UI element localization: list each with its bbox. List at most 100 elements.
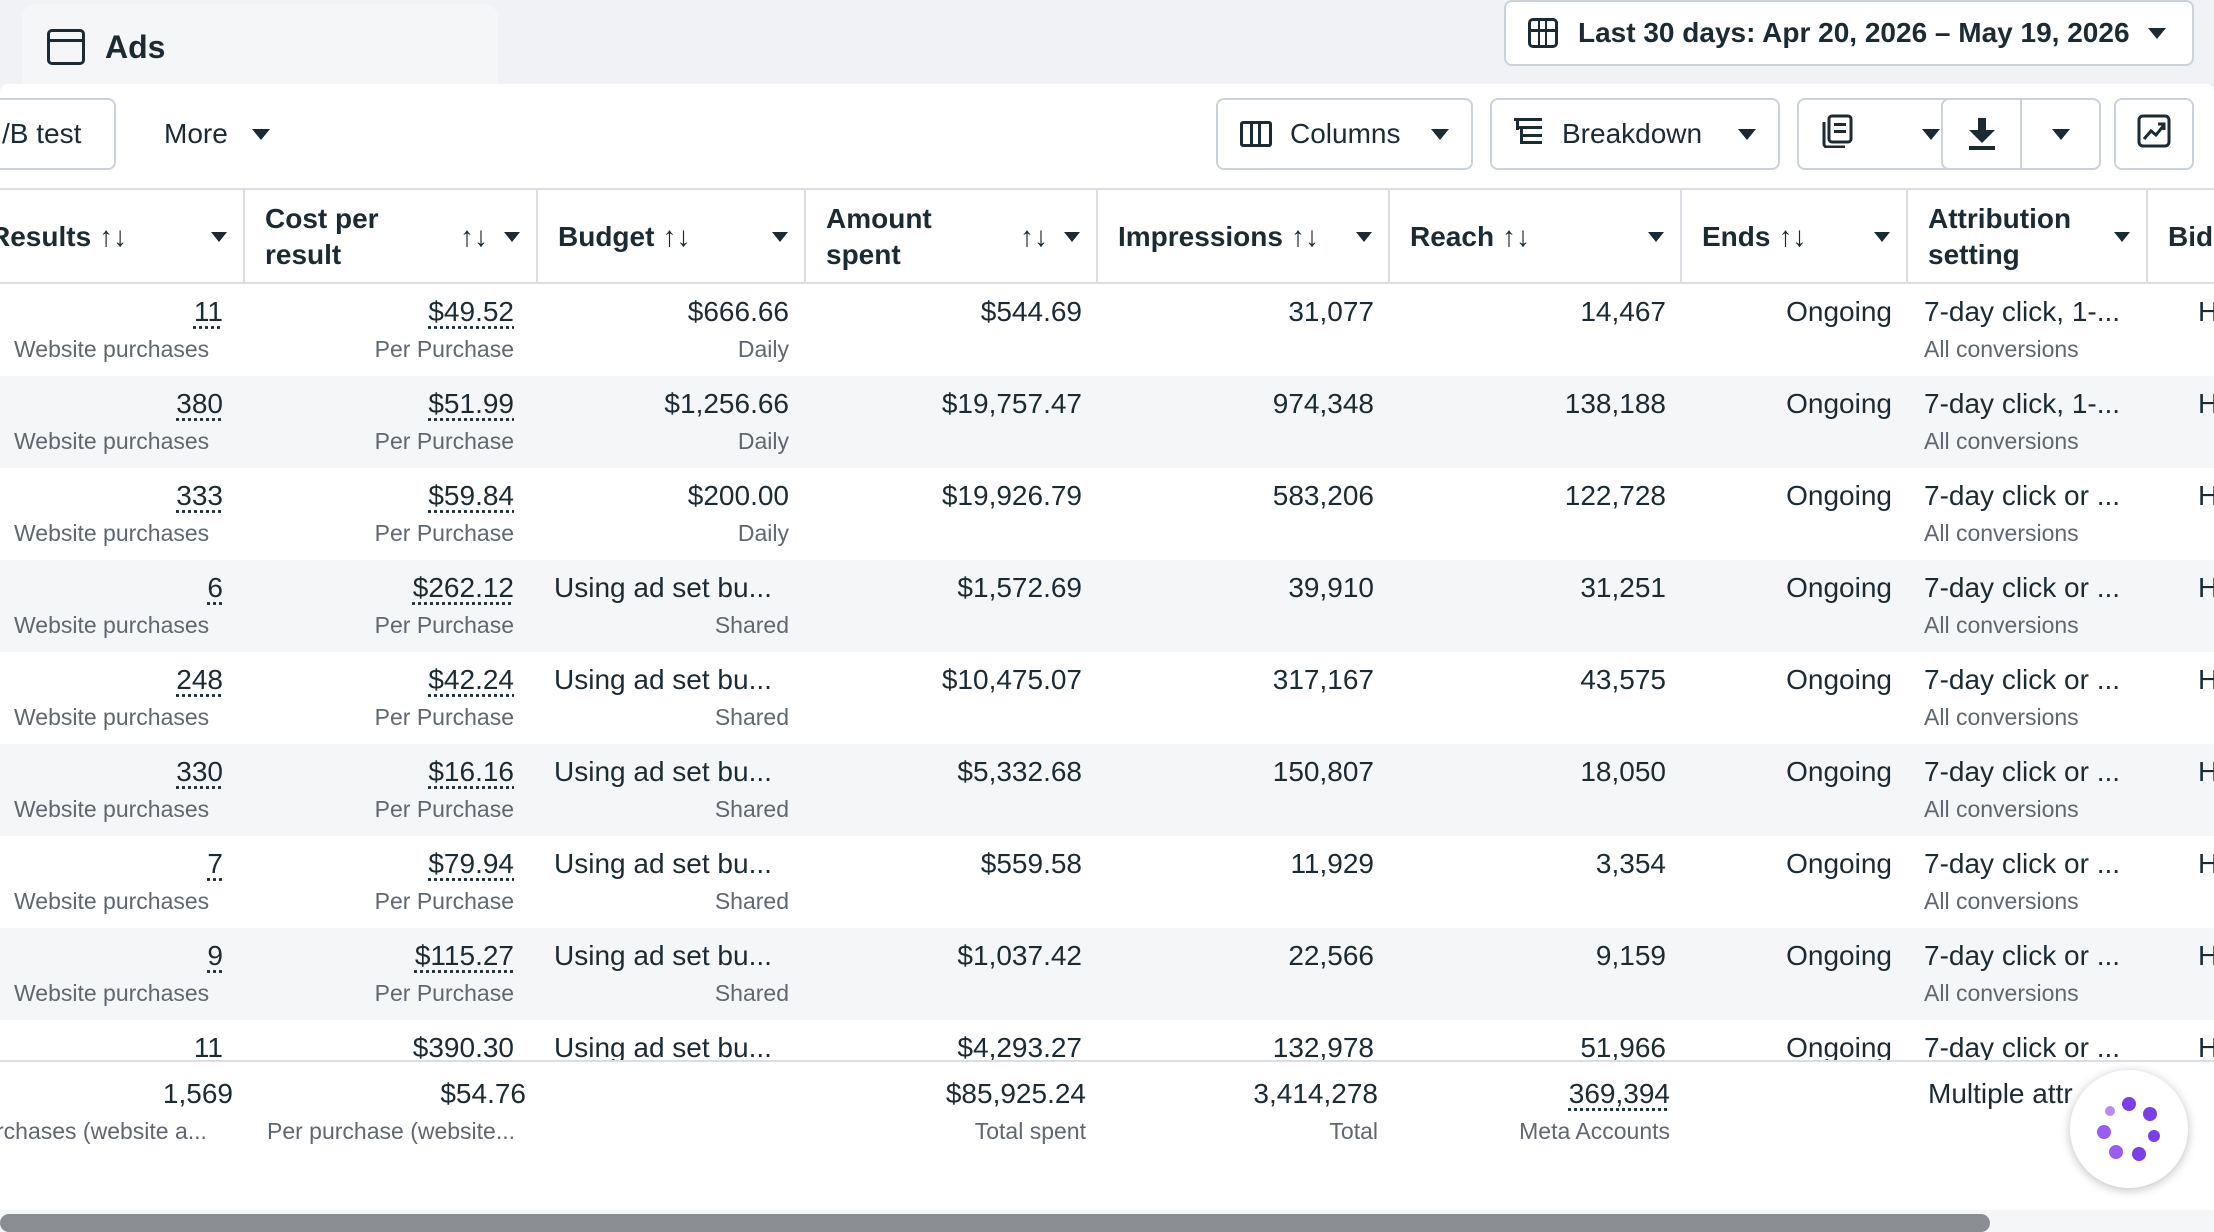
chevron-down-icon[interactable] — [1064, 232, 1080, 242]
cell-spent-value: $5,332.68 — [957, 756, 1082, 787]
export-button[interactable] — [1943, 100, 2022, 168]
horizontal-scrollbar[interactable] — [0, 1214, 1990, 1232]
total-impressions-value: 3,414,278 — [1253, 1078, 1378, 1109]
cell-cpr-value[interactable]: $390.30 — [412, 1032, 514, 1063]
cell-ends: Ongoing — [1682, 468, 1892, 560]
total-reach-value[interactable]: 369,394 — [1568, 1078, 1670, 1109]
table-row[interactable]: 11 $390.30 Using ad set bu... $4,293.27 132,… — [0, 1020, 2214, 1074]
cell-attribution-value: 7-day click or ... — [1924, 480, 2121, 511]
cell-reach: 31,251 — [1390, 560, 1666, 652]
sort-icon[interactable]: ↑↓ — [460, 221, 488, 252]
cell-attribution-subtext: All conversions — [1924, 428, 2079, 454]
header-impressions[interactable]: Impressions ↑↓ — [1098, 190, 1390, 284]
cell-results-value[interactable]: 9 — [207, 940, 223, 971]
cell-spent: $4,293.27 — [806, 1020, 1082, 1074]
table-row[interactable]: 6 Website purchases $262.12 Per Purchase Usi… — [0, 560, 2214, 652]
cell-bid-value: H — [2198, 1032, 2214, 1063]
header-cost-per-result[interactable]: Cost per result ↑↓ — [245, 190, 538, 284]
chevron-down-icon[interactable] — [772, 232, 788, 242]
cell-cpr-value[interactable]: $42.24 — [428, 664, 514, 695]
sort-icon[interactable]: ↑↓ — [1290, 221, 1319, 252]
cell-attribution-subtext: All conversions — [1924, 612, 2079, 638]
export-button-group[interactable] — [1941, 98, 2101, 170]
ab-test-button[interactable]: /B test — [0, 98, 116, 170]
total-amount-spent: $85,925.24 Total spent — [806, 1062, 1086, 1162]
chevron-down-icon — [2148, 28, 2166, 39]
cell-budget: Using ad set bu... Shared — [538, 836, 789, 928]
sort-icon[interactable]: ↑↓ — [1502, 221, 1531, 252]
header-amount-spent-line1: Amount — [826, 203, 932, 234]
ads-tab[interactable]: Ads — [22, 4, 498, 90]
cell-results-value[interactable]: 330 — [176, 756, 223, 787]
header-reach[interactable]: Reach ↑↓ — [1390, 190, 1682, 284]
chevron-down-icon[interactable] — [1648, 232, 1664, 242]
cell-cpr-subtext: Per Purchase — [374, 888, 514, 914]
more-button[interactable]: More — [142, 98, 292, 170]
sort-icon[interactable]: ↑↓ — [99, 221, 128, 252]
columns-button[interactable]: Columns — [1216, 98, 1473, 170]
cell-cpr-value[interactable]: $49.52 — [428, 296, 514, 327]
cell-cpr-value[interactable]: $16.16 — [428, 756, 514, 787]
cell-budget-subtext: Daily — [737, 336, 789, 362]
header-bid[interactable]: Bid — [2148, 190, 2214, 284]
meta-ai-assistant-button[interactable] — [2070, 1070, 2188, 1188]
cell-ends-value: Ongoing — [1786, 388, 1892, 419]
cell-impressions-value: 150,807 — [1272, 756, 1374, 787]
export-options-button[interactable] — [2022, 100, 2099, 168]
cell-cpr-value[interactable]: $262.12 — [412, 572, 514, 603]
header-ends[interactable]: Ends ↑↓ — [1682, 190, 1908, 284]
cell-cpr-value[interactable]: $59.84 — [428, 480, 514, 511]
sort-icon[interactable]: ↑↓ — [1778, 221, 1807, 252]
cell-results: 7 Website purchases — [0, 836, 223, 928]
cell-results-subtext: Website purchases — [14, 796, 210, 822]
reports-button[interactable] — [1797, 98, 1964, 170]
cell-results-value[interactable]: 7 — [207, 848, 223, 879]
table-row[interactable]: 333 Website purchases $59.84 Per Purchase $2… — [0, 468, 2214, 560]
table-row[interactable]: 330 Website purchases $16.16 Per Purchase Us… — [0, 744, 2214, 836]
cell-cpr-subtext: Per Purchase — [374, 612, 514, 638]
table-row[interactable]: 248 Website purchases $42.24 Per Purchase Us… — [0, 652, 2214, 744]
view-charts-button[interactable] — [2114, 98, 2194, 170]
chevron-down-icon[interactable] — [2114, 232, 2130, 242]
chevron-down-icon — [1738, 128, 1756, 140]
table-row[interactable]: 7 Website purchases $79.94 Per Purchase Usin… — [0, 836, 2214, 928]
chevron-down-icon[interactable] — [504, 232, 520, 242]
header-budget[interactable]: Budget ↑↓ — [538, 190, 806, 284]
table-row[interactable]: 9 Website purchases $115.27 Per Purchase Usi… — [0, 928, 2214, 1020]
cell-results-value[interactable]: 380 — [176, 388, 223, 419]
header-attribution-setting[interactable]: Attribution setting — [1908, 190, 2148, 284]
more-label: More — [164, 118, 228, 149]
chevron-down-icon[interactable] — [1356, 232, 1372, 242]
cell-results-value[interactable]: 11 — [193, 296, 223, 327]
cell-attribution-value: 7-day click or ... — [1924, 1032, 2121, 1063]
cell-results-value[interactable]: 333 — [176, 480, 223, 511]
sort-icon[interactable]: ↑↓ — [1020, 221, 1048, 252]
cell-cpr-value[interactable]: $79.94 — [428, 848, 514, 879]
cell-attribution-value: 7-day click, 1-... — [1924, 296, 2121, 327]
cell-impressions: 11,929 — [1098, 836, 1374, 928]
cell-cpr: $49.52 Per Purchase — [245, 284, 514, 376]
cell-results-subtext: Website purchases — [14, 704, 210, 730]
cell-ends-value: Ongoing — [1786, 848, 1892, 879]
chevron-down-icon[interactable] — [1874, 232, 1890, 242]
cell-bid: H — [2198, 744, 2214, 836]
cell-attribution-value: 7-day click or ... — [1924, 940, 2121, 971]
ads-table: Results ↑↓ Cost per result ↑↓ Budget ↑↓ A… — [0, 188, 2214, 1148]
cell-cpr-value[interactable]: $115.27 — [414, 940, 514, 971]
window-icon — [47, 29, 85, 65]
cell-budget: Using ad set bu... — [538, 1020, 789, 1074]
breakdown-button[interactable]: Breakdown — [1490, 98, 1780, 170]
date-range-picker[interactable]: Last 30 days: Apr 20, 2026 – May 19, 202… — [1504, 0, 2194, 66]
cell-reach-value: 43,575 — [1580, 664, 1666, 695]
header-amount-spent[interactable]: Amount spent ↑↓ — [806, 190, 1098, 284]
cell-budget-subtext: Shared — [714, 796, 789, 822]
cell-results-value[interactable]: 6 — [207, 572, 223, 603]
cell-cpr-value[interactable]: $51.99 — [428, 388, 514, 419]
cell-results-value[interactable]: 11 — [193, 1032, 223, 1063]
chevron-down-icon[interactable] — [211, 232, 227, 242]
table-row[interactable]: 380 Website purchases $51.99 Per Purchase $1… — [0, 376, 2214, 468]
cell-results-value[interactable]: 248 — [176, 664, 223, 695]
table-row[interactable]: 11 Website purchases $49.52 Per Purchase $66… — [0, 284, 2214, 376]
sort-icon[interactable]: ↑↓ — [662, 221, 691, 252]
header-results[interactable]: Results ↑↓ — [0, 190, 245, 284]
